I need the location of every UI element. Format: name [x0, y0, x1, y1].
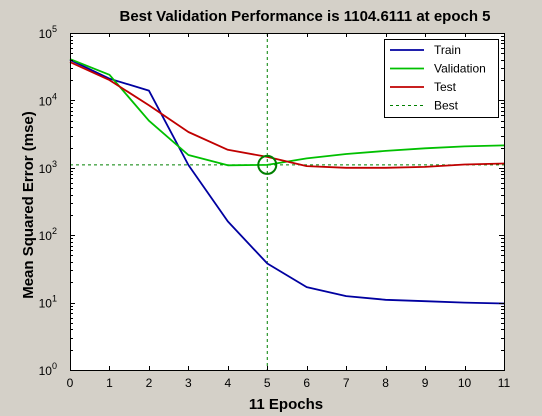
x-axis: 0 1 2 3 4 5 6 7 8 9 10 11	[67, 33, 511, 390]
x-tick-label: 5	[264, 376, 271, 390]
legend-label-validation: Validation	[434, 62, 486, 76]
x-tick-label: 11	[498, 376, 511, 390]
y-tick-label: 101	[39, 294, 57, 311]
x-tick-label: 1	[106, 376, 113, 390]
series-layer	[69, 58, 505, 305]
y-tick-label: 105	[39, 24, 57, 41]
y-tick-label: 100	[39, 361, 57, 378]
x-tick-label: 6	[303, 376, 310, 390]
x-tick-label: 4	[224, 376, 231, 390]
x-axis-label: 11 Epochs	[249, 396, 323, 413]
x-tick-label: 10	[458, 376, 472, 390]
x-tick-label: 8	[382, 376, 389, 390]
x-tick-label: 3	[185, 376, 192, 390]
chart-title: Best Validation Performance is 1104.6111…	[119, 8, 490, 25]
best-marker-layer	[257, 154, 278, 175]
plot-frame	[70, 33, 505, 371]
legend-label-test: Test	[434, 80, 457, 94]
y-tick-label: 103	[39, 159, 57, 176]
best-point-marker	[257, 154, 278, 175]
y-axis: 100 101 102 103 104 105	[39, 24, 504, 378]
y-tick-label: 104	[39, 91, 57, 108]
x-tick-label: 0	[67, 376, 74, 390]
legend: Train Validation Test Best	[384, 39, 499, 118]
x-tick-label: 2	[146, 376, 153, 390]
series-line-train	[69, 58, 505, 305]
legend-label-train: Train	[434, 43, 461, 57]
legend-label-best: Best	[434, 99, 459, 113]
y-axis-label: Mean Squared Error (mse)	[20, 111, 37, 299]
x-tick-label: 7	[343, 376, 350, 390]
best-guide-lines	[70, 33, 504, 370]
x-tick-label: 9	[422, 376, 429, 390]
series-line-test	[69, 61, 505, 169]
y-tick-label: 102	[39, 226, 57, 243]
legend-box	[384, 39, 499, 118]
